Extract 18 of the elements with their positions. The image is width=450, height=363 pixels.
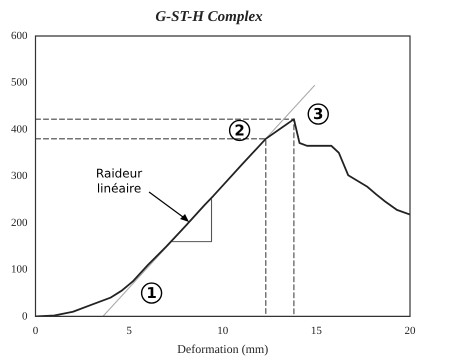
x-tick-label: 15 <box>310 324 322 337</box>
annotation: Raideur linéaire <box>96 166 142 196</box>
x-tick-label: 0 <box>32 324 39 337</box>
annotation: 1 <box>146 284 157 302</box>
y-tick-label: 400 <box>11 123 28 136</box>
y-tick-label: 300 <box>11 170 28 182</box>
y-tick-label: 100 <box>11 264 28 276</box>
x-tick-label: 5 <box>126 324 132 337</box>
annotation: 2 <box>234 121 245 140</box>
chart-title: G-ST-H Complex <box>155 8 264 25</box>
x-axis-title: Deformation (mm) <box>177 342 268 356</box>
y-tick-label: 500 <box>11 76 28 89</box>
y-tick-label: 200 <box>11 216 28 229</box>
y-tick-label: 0 <box>22 310 28 322</box>
x-tick-label: 10 <box>217 324 229 337</box>
y-tick-label: 600 <box>11 30 28 42</box>
x-tick-label: 20 <box>404 324 416 337</box>
annotation: 3 <box>313 104 324 123</box>
